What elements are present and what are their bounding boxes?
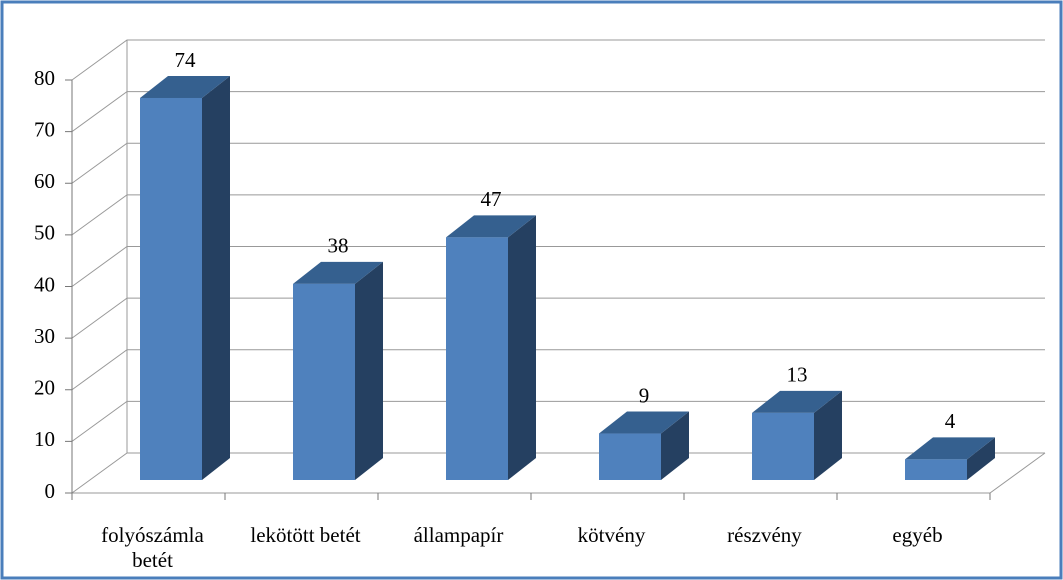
grid-line: [71, 297, 1045, 339]
data-label: 9: [639, 383, 650, 407]
y-tick-label: 0: [45, 479, 56, 503]
y-tick-label: 40: [34, 272, 55, 296]
bar-side: [355, 261, 383, 480]
x-tick-label: kötvény: [577, 523, 646, 547]
data-label: 13: [787, 363, 808, 387]
grid-line: [71, 91, 1045, 133]
x-tick-label: folyószámla betét: [101, 523, 204, 572]
bar: [599, 433, 661, 480]
data-label: 74: [175, 48, 197, 72]
y-tick-label: 10: [34, 427, 55, 451]
y-tick-label: 30: [34, 324, 55, 348]
grid-line: [71, 194, 1045, 236]
bar: [905, 459, 967, 480]
bar-side: [508, 215, 536, 481]
data-label: 4: [945, 409, 956, 433]
x-tick-label: lekötött betét: [250, 523, 361, 547]
bar-side: [967, 437, 995, 480]
bar: [293, 283, 355, 480]
data-label: 47: [481, 187, 502, 211]
x-tick-label: állampapír: [413, 523, 504, 547]
bar-top: [752, 390, 842, 413]
x-tick-label: részvény: [727, 523, 802, 547]
bar-top: [140, 75, 230, 98]
grid-line: [71, 39, 1045, 81]
bar: [140, 97, 202, 480]
bar-side: [661, 411, 689, 480]
bar-side: [202, 75, 230, 480]
grid-line: [71, 400, 1045, 442]
grid-line: [71, 142, 1045, 184]
x-tick-label: egyéb: [892, 523, 943, 547]
bar-top: [446, 215, 536, 238]
grid-line: [71, 246, 1045, 287]
grid-line: [71, 349, 1045, 391]
y-tick-label: 60: [34, 169, 55, 193]
bar-top: [905, 437, 995, 460]
bar: [752, 412, 814, 480]
y-tick-label: 20: [34, 376, 55, 400]
data-label: 38: [328, 234, 349, 258]
y-tick-label: 80: [34, 66, 55, 90]
y-tick-label: 50: [34, 221, 55, 245]
bar-top: [293, 261, 383, 284]
grid-line: [71, 452, 1045, 494]
bar-top: [599, 411, 689, 434]
y-tick-label: 70: [34, 117, 55, 141]
bar: [446, 237, 508, 480]
bar-side: [814, 390, 842, 480]
